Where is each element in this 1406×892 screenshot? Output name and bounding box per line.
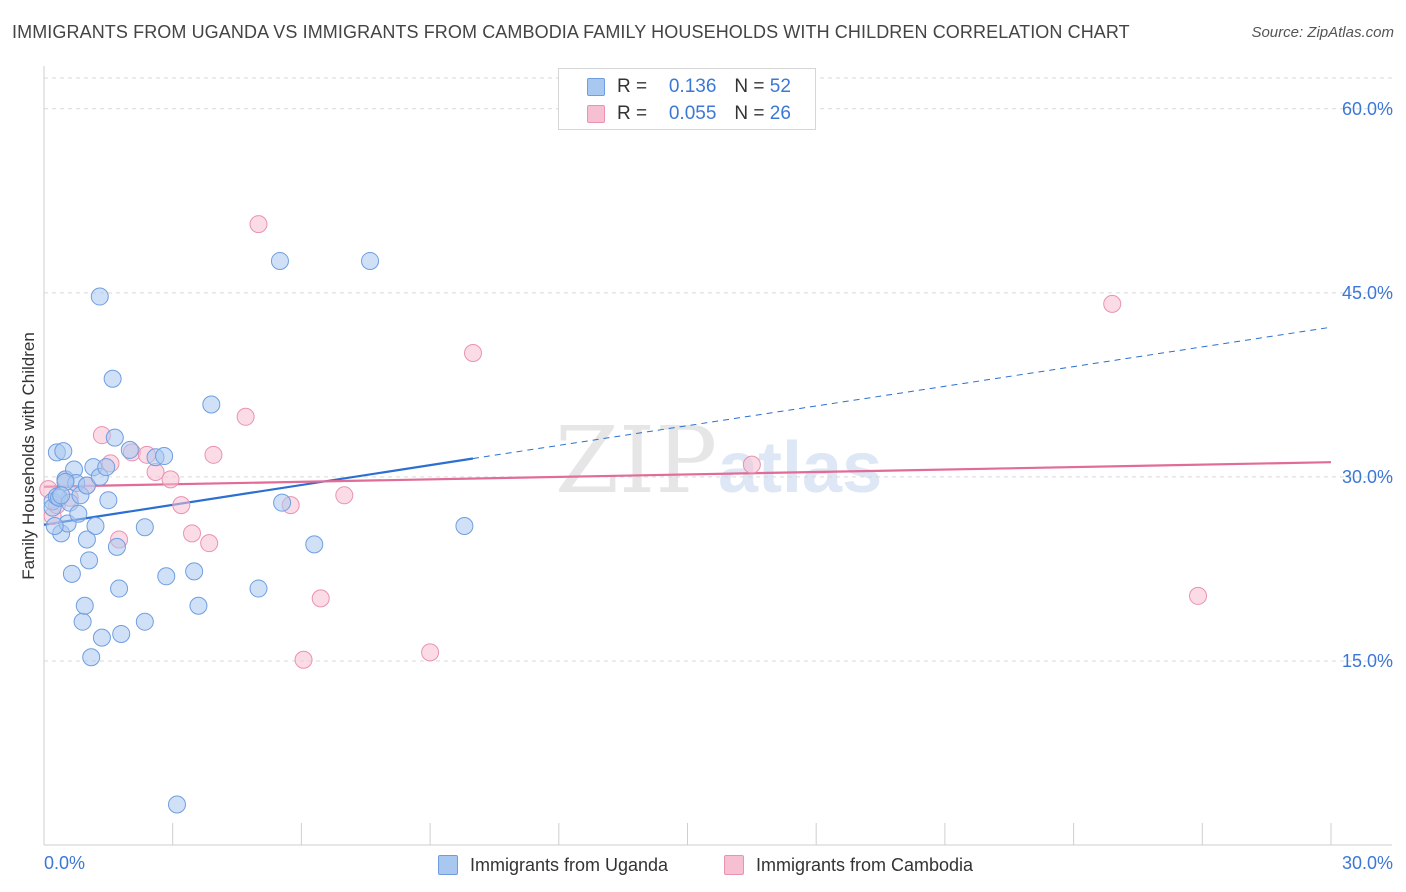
uganda-point — [202, 395, 221, 414]
legend-label-uganda: Immigrants from Uganda — [470, 854, 669, 875]
uganda-point — [305, 535, 324, 554]
n-value: 52 — [769, 76, 791, 97]
uganda-point — [189, 596, 208, 615]
cambodia-swatch-icon — [587, 105, 605, 123]
uganda-point — [455, 516, 474, 535]
source-credit: Source: ZipAtlas.com — [1251, 24, 1394, 41]
cambodia-point — [172, 496, 191, 515]
uganda-point — [157, 567, 176, 586]
uganda-point — [75, 596, 94, 615]
uganda-point — [155, 447, 174, 466]
uganda-point — [69, 504, 88, 523]
x-tick-label: 30.0% — [1342, 853, 1393, 873]
y-axis-label: Family Households with Children — [19, 332, 38, 580]
cambodia-point — [1103, 294, 1122, 313]
uganda-point — [80, 551, 99, 570]
uganda-point — [45, 516, 64, 535]
cambodia-point — [294, 650, 313, 669]
y-tick-label: 60.0% — [1342, 99, 1393, 119]
cambodia-point — [311, 589, 330, 608]
legend-row-uganda: R = 0.136 N = 52 — [587, 74, 791, 100]
uganda-point — [105, 428, 124, 447]
cambodia-point — [464, 343, 482, 362]
r-value: 0.136 — [668, 76, 717, 97]
chart-title: IMMIGRANTS FROM UGANDA VS IMMIGRANTS FRO… — [12, 22, 1130, 42]
uganda-point — [99, 491, 118, 510]
cambodia-point — [161, 470, 180, 489]
uganda-point — [135, 518, 154, 537]
cambodia-point — [183, 524, 202, 543]
uganda-point — [103, 369, 122, 388]
cambodia-point — [200, 534, 219, 553]
correlation-legend: R = 0.136 N = 52 R = 0.055 N = 26 — [558, 68, 816, 130]
uganda-point — [52, 486, 71, 505]
uganda-point — [185, 562, 204, 581]
uganda-point — [249, 579, 268, 598]
cambodia-point — [421, 643, 440, 662]
uganda-point — [120, 440, 139, 459]
uganda-point — [82, 648, 101, 667]
uganda-point — [97, 458, 116, 477]
watermark-zip: ZIP — [555, 407, 717, 514]
r-label: R = — [617, 103, 648, 124]
r-value: 0.055 — [668, 103, 717, 124]
y-tick-label: 30.0% — [1342, 467, 1393, 487]
r-label: R = — [617, 76, 648, 97]
uganda-point — [62, 564, 81, 583]
n-label: N = — [734, 76, 765, 97]
uganda-point — [54, 442, 73, 461]
uganda-point — [77, 530, 96, 549]
cambodia-point — [249, 215, 268, 234]
cambodia-swatch-icon — [724, 855, 744, 875]
uganda-point — [77, 476, 96, 495]
uganda-point — [90, 287, 109, 306]
legend-label-cambodia: Immigrants from Cambodia — [756, 854, 974, 875]
uganda-point — [92, 628, 111, 647]
legend-row-cambodia: R = 0.055 N = 26 — [587, 101, 791, 127]
uganda-point — [135, 612, 154, 631]
cambodia-point — [236, 407, 255, 426]
uganda-point — [107, 537, 126, 556]
uganda-point — [73, 612, 92, 631]
legend-item-cambodia[interactable]: Immigrants from Cambodia — [724, 852, 973, 878]
uganda-point — [86, 516, 105, 535]
cambodia-point — [335, 486, 354, 505]
cambodia-point — [1189, 586, 1208, 605]
n-value: 26 — [769, 103, 791, 124]
cambodia-point — [204, 445, 223, 464]
uganda-point — [167, 795, 186, 814]
uganda-trend-extension — [472, 326, 1332, 459]
y-tick-label: 45.0% — [1342, 283, 1393, 303]
cambodia-point — [742, 455, 761, 474]
n-label: N = — [734, 103, 765, 124]
uganda-trend-line — [43, 457, 474, 526]
uganda-point — [361, 251, 380, 270]
legend-item-uganda[interactable]: Immigrants from Uganda — [438, 852, 668, 878]
uganda-swatch-icon — [438, 855, 458, 875]
uganda-point — [110, 579, 129, 598]
watermark-atlas: atlas — [718, 428, 882, 508]
y-tick-label: 15.0% — [1342, 651, 1393, 671]
uganda-point — [270, 251, 289, 270]
cambodia-trend-line — [43, 461, 1332, 488]
uganda-swatch-icon — [587, 78, 605, 96]
uganda-point — [112, 624, 131, 643]
uganda-point — [273, 493, 292, 512]
x-tick-label: 0.0% — [44, 853, 85, 873]
